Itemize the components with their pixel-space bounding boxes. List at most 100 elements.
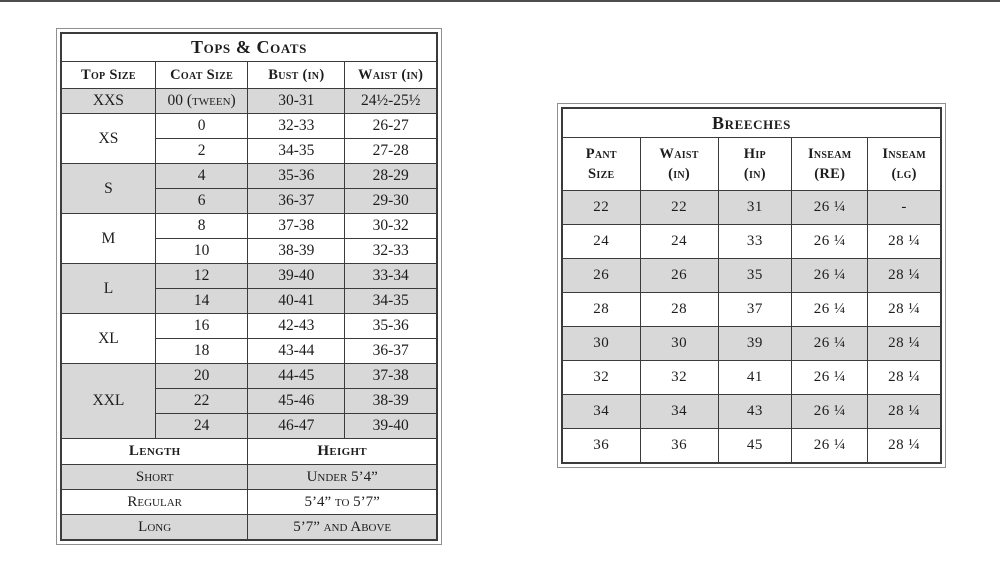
col-header-inseam-lg: Inseam (lg): [867, 137, 942, 191]
bust-cell: 32-33: [247, 113, 346, 139]
bust-cell: 38-39: [247, 238, 346, 264]
tops-coats-body: XXS 00 (tween) 30-31 24½-25½ XS 0 32-33 26-27 2 3…: [60, 88, 438, 439]
tops-coats-row: 2 34-35 27-28: [61, 138, 438, 164]
hip-cell: 45: [717, 428, 793, 463]
waist-cell: 26-27: [344, 113, 438, 139]
inseam-re-cell: 26 ¼: [791, 394, 869, 429]
waist-cell: 24½-25½: [344, 88, 438, 114]
tops-coats-row: 22 45-46 38-39: [61, 388, 438, 414]
hip-cell: 37: [717, 292, 793, 327]
col-header-height: Height: [247, 438, 438, 465]
header-line: (in): [668, 166, 691, 182]
tops-coats-header-row: Top Size Coat Size Bust (in) Waist (in): [60, 61, 438, 89]
col-header-waist: Waist (in): [344, 61, 438, 89]
inseam-lg-cell: 28 ¼: [867, 292, 942, 327]
pant-size-cell: 32: [561, 360, 641, 395]
waist-cell: 36-37: [344, 338, 438, 364]
tops-coats-row: 6 36-37 29-30: [61, 188, 438, 214]
header-line: Hip: [743, 145, 766, 162]
tops-coats-table: Tops & Coats Top Size Coat Size Bust (in…: [56, 28, 442, 545]
hip-cell: 35: [717, 258, 793, 293]
length-section: Length Height Short Under 5’4” Regular 5…: [60, 438, 438, 540]
waist-cell: 34: [639, 394, 719, 429]
tops-coats-row: XL 16 42-43 35-36: [60, 313, 438, 364]
breeches-title-row: Breeches: [561, 108, 942, 138]
header-line: Inseam: [882, 145, 926, 162]
inseam-lg-cell: 28 ¼: [867, 258, 942, 293]
coat-size-cell: 0: [154, 113, 249, 139]
col-header-top-size: Top Size: [60, 61, 156, 89]
tops-coats-row: 14 40-41 34-35: [61, 288, 438, 314]
col-header-length: Length: [60, 438, 249, 465]
waist-cell: 33-34: [344, 263, 438, 289]
bust-cell: 34-35: [247, 138, 346, 164]
coat-size-cell: 22: [154, 388, 249, 414]
header-line: Pant: [585, 145, 617, 162]
col-header-waist-in: Waist (in): [639, 137, 719, 191]
col-header-hip-in: Hip (in): [717, 137, 793, 191]
tops-coats-row: XS 0 32-33 26-27: [60, 113, 438, 164]
breeches-row: 22 22 31 26 ¼-: [561, 190, 942, 225]
pant-size-cell: 28: [561, 292, 641, 327]
hip-cell: 39: [717, 326, 793, 361]
waist-cell: 35-36: [344, 313, 438, 339]
coat-size-cell: 12: [154, 263, 249, 289]
bust-cell: 45-46: [247, 388, 346, 414]
breeches-row: 24 24 33 26 ¼ 28 ¼: [561, 224, 942, 259]
waist-cell: 37-38: [344, 363, 438, 389]
col-header-coat-size: Coat Size: [154, 61, 249, 89]
inseam-re-cell: 26 ¼: [791, 360, 869, 395]
tops-coats-title: Tops & Coats: [60, 33, 438, 62]
bust-cell: 35-36: [247, 163, 346, 189]
breeches-row: 28 28 37 26 ¼ 28 ¼: [561, 292, 942, 327]
waist-cell: 32-33: [344, 238, 438, 264]
tops-coats-title-row: Tops & Coats: [60, 33, 438, 62]
tops-coats-row: M 8 37-38 30-32: [60, 213, 438, 264]
waist-cell: 28: [639, 292, 719, 327]
length-row-long: Long 5’7” and Above: [60, 514, 438, 540]
tops-coats-row: XXS 00 (tween) 30-31 24½-25½: [60, 88, 438, 114]
top-size-cell: M: [60, 213, 156, 264]
inseam-re-cell: 26 ¼: [791, 224, 869, 259]
coat-size-cell: 00 (tween): [154, 88, 249, 114]
tops-coats-row: XXL 20 44-45 37-38: [60, 363, 438, 439]
hip-cell: 31: [717, 190, 793, 225]
col-header-pant-size: Pant Size: [561, 137, 641, 191]
top-size-cell: XS: [60, 113, 156, 164]
bust-cell: 44-45: [247, 363, 346, 389]
waist-cell: 26: [639, 258, 719, 293]
pant-size-cell: 26: [561, 258, 641, 293]
header-line: (RE): [814, 166, 846, 182]
waist-cell: 24: [639, 224, 719, 259]
col-header-inseam-re: Inseam (RE): [791, 137, 869, 191]
coat-size-cell: 6: [154, 188, 249, 214]
coat-size-cell: 20: [154, 363, 249, 389]
tops-coats-grid: Tops & Coats Top Size Coat Size Bust (in…: [60, 32, 438, 541]
breeches-table: Breeches Pant Size Waist (in) Hip (in): [557, 103, 946, 468]
inseam-lg-cell: 28 ¼: [867, 360, 942, 395]
waist-cell: 27-28: [344, 138, 438, 164]
breeches-header-row: Pant Size Waist (in) Hip (in) Inseam (RE…: [561, 137, 942, 191]
top-size-cell: S: [60, 163, 156, 214]
waist-cell: 29-30: [344, 188, 438, 214]
height-value: 5’4” to 5’7”: [247, 489, 438, 515]
waist-cell: 22: [639, 190, 719, 225]
coat-size-cell: 18: [154, 338, 249, 364]
bust-cell: 40-41: [247, 288, 346, 314]
hip-cell: 41: [717, 360, 793, 395]
coat-size-cell: 24: [154, 413, 249, 439]
inseam-re-cell: 26 ¼: [791, 428, 869, 463]
inseam-lg-cell: -: [867, 190, 942, 225]
breeches-row: 26 26 35 26 ¼ 28 ¼: [561, 258, 942, 293]
pant-size-cell: 24: [561, 224, 641, 259]
length-row-regular: Regular 5’4” to 5’7”: [60, 489, 438, 515]
waist-cell: 30-32: [344, 213, 438, 239]
pant-size-cell: 34: [561, 394, 641, 429]
inseam-re-cell: 26 ¼: [791, 326, 869, 361]
length-label: Long: [60, 514, 249, 540]
length-label: Short: [60, 464, 249, 490]
pant-size-cell: 36: [561, 428, 641, 463]
header-line: Size: [588, 166, 615, 182]
bust-cell: 30-31: [247, 88, 346, 114]
coat-size-cell: 10: [154, 238, 249, 264]
